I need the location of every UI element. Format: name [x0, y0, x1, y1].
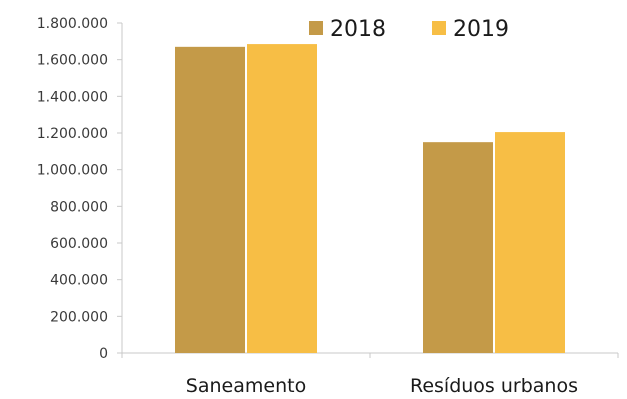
y-axis-tick-label: 200.000	[50, 309, 108, 325]
bar-2019	[247, 44, 317, 353]
legend-label-2019: 2019	[453, 17, 509, 42]
x-axis-category-labels: Saneamento Resíduos urbanos	[186, 375, 578, 397]
y-axis-tick-label: 1.600.000	[37, 53, 108, 69]
y-axis-tick-label: 800.000	[50, 199, 108, 215]
x-axis-category-label: Saneamento	[186, 375, 306, 397]
bar-2019	[495, 132, 565, 353]
y-axis-tick-label: 600.000	[50, 236, 108, 252]
y-axis-tick-labels: 0 200.000 400.000 600.000 800.000 1.000.000 1.…	[37, 16, 108, 362]
y-axis-tick-label: 1.000.000	[37, 163, 108, 179]
y-axis-tick-label: 400.000	[50, 273, 108, 289]
bar-2018	[175, 46, 245, 353]
y-axis-tick-label: 1.800.000	[37, 16, 108, 32]
chart-legend: 2018 2019	[309, 17, 509, 42]
y-axis-tick-label: 0	[99, 346, 108, 362]
legend-swatch-2019	[432, 21, 446, 35]
x-axis-category-label: Resíduos urbanos	[410, 375, 578, 397]
legend-swatch-2018	[309, 21, 323, 35]
y-axis-tick-label: 1.200.000	[37, 126, 108, 142]
chart-bars	[175, 44, 565, 353]
y-axis-tick-label: 1.400.000	[37, 89, 108, 105]
bar-2018	[423, 142, 493, 353]
legend-label-2018: 2018	[330, 17, 386, 42]
